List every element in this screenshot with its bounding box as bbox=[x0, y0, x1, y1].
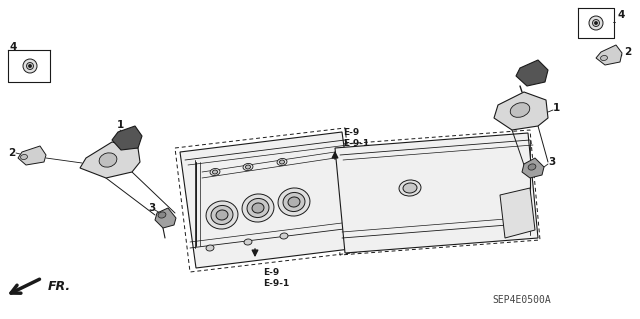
Ellipse shape bbox=[243, 163, 253, 171]
Polygon shape bbox=[112, 126, 142, 150]
Polygon shape bbox=[18, 146, 46, 165]
Polygon shape bbox=[155, 208, 176, 228]
Text: 2: 2 bbox=[8, 148, 15, 158]
Ellipse shape bbox=[29, 64, 31, 68]
Polygon shape bbox=[500, 188, 535, 238]
Ellipse shape bbox=[399, 180, 421, 196]
Ellipse shape bbox=[280, 233, 288, 239]
Ellipse shape bbox=[246, 165, 250, 169]
Ellipse shape bbox=[280, 160, 285, 164]
Ellipse shape bbox=[242, 194, 274, 222]
Text: E-9
E-9-1: E-9 E-9-1 bbox=[263, 268, 289, 288]
Ellipse shape bbox=[158, 212, 166, 218]
Ellipse shape bbox=[595, 21, 598, 25]
Polygon shape bbox=[516, 60, 548, 86]
Text: FR.: FR. bbox=[48, 280, 71, 293]
Ellipse shape bbox=[252, 203, 264, 213]
Ellipse shape bbox=[216, 210, 228, 220]
Ellipse shape bbox=[247, 198, 269, 218]
Ellipse shape bbox=[277, 159, 287, 166]
Polygon shape bbox=[522, 158, 544, 178]
Ellipse shape bbox=[99, 153, 117, 167]
Ellipse shape bbox=[600, 56, 607, 61]
Ellipse shape bbox=[23, 59, 37, 73]
Ellipse shape bbox=[283, 192, 305, 211]
Text: 2: 2 bbox=[624, 47, 631, 57]
Polygon shape bbox=[596, 45, 622, 65]
Polygon shape bbox=[180, 132, 358, 268]
Ellipse shape bbox=[589, 16, 603, 30]
Text: 4: 4 bbox=[617, 10, 625, 20]
Ellipse shape bbox=[212, 170, 218, 174]
Text: 3: 3 bbox=[548, 157, 556, 167]
Text: 1: 1 bbox=[553, 103, 560, 113]
Ellipse shape bbox=[244, 239, 252, 245]
Ellipse shape bbox=[593, 19, 600, 26]
Ellipse shape bbox=[528, 164, 536, 170]
Text: 4: 4 bbox=[10, 42, 17, 52]
Ellipse shape bbox=[403, 183, 417, 193]
Polygon shape bbox=[494, 92, 548, 130]
Ellipse shape bbox=[206, 201, 238, 229]
Ellipse shape bbox=[510, 103, 530, 117]
Ellipse shape bbox=[211, 205, 233, 225]
Text: 3: 3 bbox=[148, 203, 156, 213]
Ellipse shape bbox=[26, 63, 33, 70]
Ellipse shape bbox=[20, 154, 28, 160]
Ellipse shape bbox=[278, 188, 310, 216]
Text: E-9
E-9-1: E-9 E-9-1 bbox=[343, 128, 369, 148]
Polygon shape bbox=[80, 142, 140, 178]
Text: 1: 1 bbox=[116, 120, 124, 130]
Text: SEP4E0500A: SEP4E0500A bbox=[493, 295, 552, 305]
Ellipse shape bbox=[210, 168, 220, 175]
Polygon shape bbox=[335, 133, 538, 253]
Ellipse shape bbox=[288, 197, 300, 207]
Ellipse shape bbox=[206, 245, 214, 251]
